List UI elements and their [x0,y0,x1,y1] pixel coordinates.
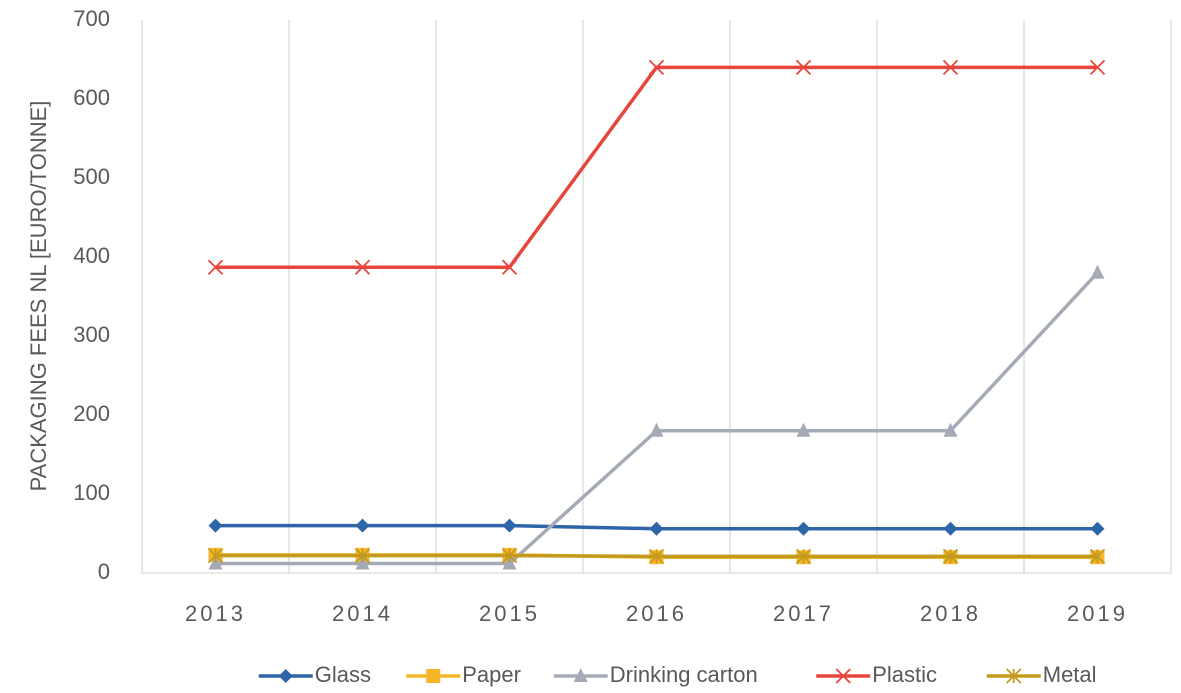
legend-label: Glass [315,662,371,687]
marker [943,422,958,437]
marker-shape [501,547,518,564]
y-tick-label: 100 [73,480,110,505]
marker-shape [207,547,224,564]
series-line [215,271,1099,566]
y-axis-label: PACKAGING FEES NL [EURO/TONNE] [26,101,51,492]
x-tick-label: 2013 [185,601,246,626]
marker [426,669,441,683]
marker-shape [207,259,224,275]
x-tick-label: 2017 [773,601,834,626]
marker-shape [795,59,812,76]
legend-label: Plastic [872,662,937,687]
marker [942,548,959,565]
marker-shape [502,518,517,533]
marker-shape [355,518,370,533]
x-tick-label: 2014 [332,601,393,626]
marker [208,518,223,533]
marker [1089,59,1106,76]
y-tick-label: 300 [73,322,110,347]
y-tick-label: 500 [73,164,110,189]
marker [796,521,811,536]
marker-shape [943,521,958,536]
marker-shape [426,669,441,683]
marker [1090,264,1105,279]
marker-shape [835,668,851,684]
marker-shape [1089,59,1106,76]
marker [207,547,224,564]
marker [355,518,370,533]
marker [795,548,812,565]
marker [648,548,665,565]
marker [501,259,518,275]
marker-shape [942,59,959,76]
x-tick-label: 2016 [626,601,687,626]
marker-shape [354,259,371,275]
marker [943,521,958,536]
marker [278,669,293,683]
marker [502,518,517,533]
marker [649,521,664,536]
marker-shape [796,521,811,536]
marker-shape [943,422,958,437]
marker-shape [1006,668,1022,684]
marker [649,422,664,437]
marker [207,259,224,275]
marker-shape [278,669,293,683]
legend-label: Paper [462,662,521,687]
marker [796,422,811,437]
marker [501,547,518,564]
marker [835,668,851,684]
legend-label: Metal [1043,662,1097,687]
x-tick-label: 2019 [1067,601,1128,626]
marker-shape [1089,548,1106,565]
marker-shape [649,422,664,437]
series-line [215,65,1098,270]
y-tick-label: 0 [98,559,110,584]
y-tick-label: 400 [73,243,110,268]
marker [942,59,959,76]
x-tick-label: 2015 [479,601,540,626]
marker-shape [795,548,812,565]
marker-shape [648,59,665,76]
marker-shape [501,259,518,275]
marker-shape [796,422,811,437]
marker [573,668,588,682]
marker-shape [942,548,959,565]
marker [1006,668,1022,684]
marker-shape [208,518,223,533]
legend-label: Drinking carton [610,662,758,687]
y-tick-label: 700 [73,6,110,31]
marker-shape [354,547,371,564]
marker [795,59,812,76]
marker-shape [1090,521,1105,536]
x-tick-label: 2018 [920,601,981,626]
marker-shape [573,668,588,682]
y-tick-label: 600 [73,85,110,110]
marker [354,259,371,275]
y-tick-label: 200 [73,401,110,426]
marker-shape [648,548,665,565]
marker [648,59,665,76]
marker [1090,521,1105,536]
marker-shape [649,521,664,536]
marker [1089,548,1106,565]
marker-shape [1090,264,1105,279]
marker [354,547,371,564]
